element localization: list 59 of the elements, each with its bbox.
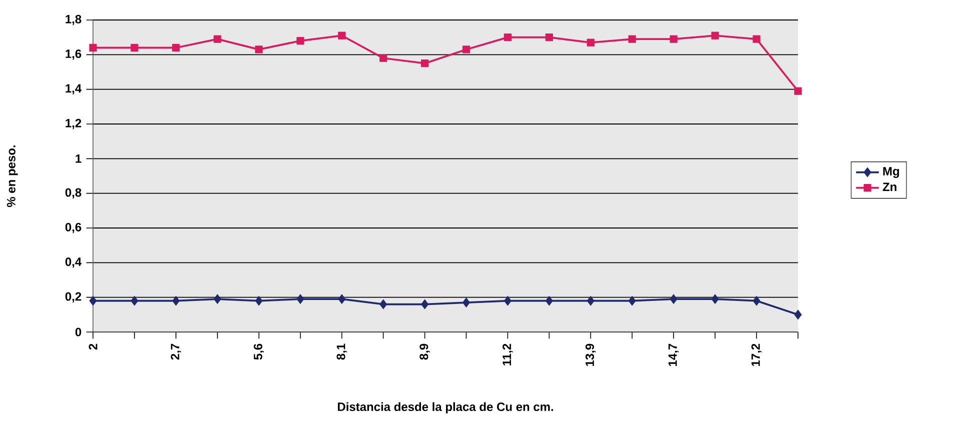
point bbox=[379, 54, 388, 62]
point bbox=[130, 44, 138, 52]
point bbox=[255, 46, 263, 54]
y-tick-label: 0,6 bbox=[65, 222, 82, 234]
point bbox=[89, 296, 97, 306]
point bbox=[711, 32, 719, 40]
y-tick-label: 0,8 bbox=[65, 188, 82, 198]
x-tick-label: 2,7 bbox=[170, 344, 182, 360]
point bbox=[752, 296, 760, 306]
x-tick-label: 2 bbox=[88, 344, 98, 350]
point bbox=[214, 294, 222, 304]
point bbox=[504, 34, 512, 42]
y-tick-label: 1,4 bbox=[66, 84, 82, 94]
point bbox=[711, 294, 719, 304]
point bbox=[296, 294, 304, 304]
point bbox=[172, 44, 180, 52]
point bbox=[338, 32, 346, 40]
x-tick-label: 11,2 bbox=[502, 344, 513, 366]
point bbox=[670, 294, 678, 304]
point bbox=[89, 44, 97, 52]
point bbox=[338, 294, 346, 304]
y-tick-label: 0,2 bbox=[65, 292, 82, 302]
point bbox=[421, 299, 429, 310]
y-axis-title: % en peso. bbox=[6, 145, 18, 208]
point bbox=[752, 35, 760, 43]
point bbox=[545, 296, 553, 306]
x-tick-label: 5,6 bbox=[254, 344, 264, 360]
x-axis-title: Distancia desde la placa de Cu en cm. bbox=[338, 402, 554, 414]
legend-label: Zn bbox=[882, 182, 896, 191]
y-tick-label: 1 bbox=[76, 154, 82, 163]
point bbox=[296, 36, 304, 45]
y-tick-label: 1,2 bbox=[66, 118, 82, 130]
point bbox=[794, 87, 802, 95]
point bbox=[380, 299, 388, 310]
x-tick-label: 14,7 bbox=[668, 344, 679, 366]
legend-label: Mg bbox=[883, 167, 899, 178]
y-tick-label: 0,4 bbox=[65, 258, 82, 268]
point bbox=[214, 35, 222, 43]
point bbox=[255, 296, 263, 306]
point bbox=[420, 60, 429, 68]
point bbox=[545, 34, 553, 42]
point bbox=[628, 296, 636, 306]
point bbox=[794, 310, 802, 320]
point bbox=[130, 296, 138, 306]
y-tick-label: 1,8 bbox=[66, 14, 82, 26]
point bbox=[462, 46, 470, 54]
y-tick-label: 1,6 bbox=[66, 50, 82, 60]
point bbox=[628, 35, 636, 43]
point bbox=[670, 35, 678, 43]
x-tick-label: 8,9 bbox=[420, 344, 430, 360]
y-tick-label: 0 bbox=[75, 328, 82, 336]
point bbox=[504, 296, 512, 306]
x-tick-label: 8,1 bbox=[336, 344, 347, 360]
point bbox=[586, 296, 594, 306]
x-tick-label: 17,2 bbox=[751, 344, 762, 366]
x-tick-label: 13,9 bbox=[586, 344, 596, 366]
point bbox=[172, 296, 180, 306]
point bbox=[586, 38, 594, 46]
point bbox=[462, 298, 470, 308]
